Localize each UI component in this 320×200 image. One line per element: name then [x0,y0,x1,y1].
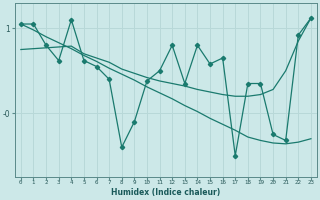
X-axis label: Humidex (Indice chaleur): Humidex (Indice chaleur) [111,188,220,197]
